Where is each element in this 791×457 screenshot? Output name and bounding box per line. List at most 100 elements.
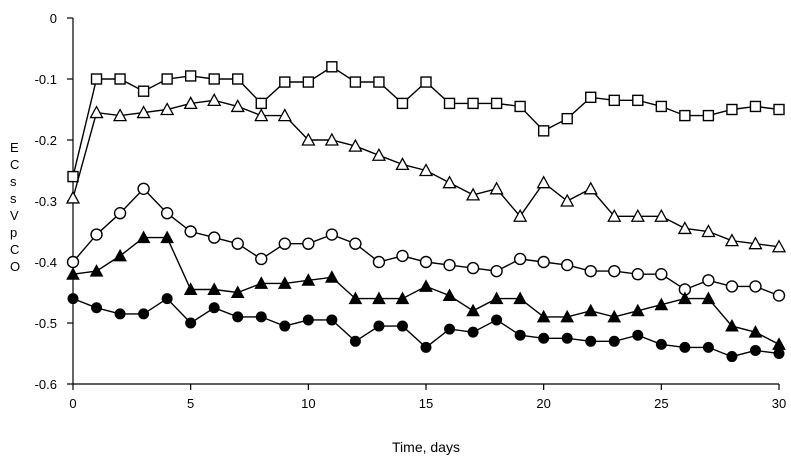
data-point [489, 181, 504, 195]
data-point [160, 230, 174, 244]
data-point [278, 237, 291, 250]
data-point [655, 100, 668, 113]
data-point [465, 187, 481, 201]
data-point [561, 112, 573, 125]
data-point [513, 208, 528, 222]
data-point [325, 228, 339, 241]
data-point [325, 270, 339, 283]
data-point [725, 280, 739, 293]
data-point [301, 132, 316, 146]
data-point [395, 157, 410, 171]
data-point [608, 94, 620, 107]
data-point [608, 264, 621, 278]
data-point [702, 341, 714, 353]
data-point [66, 255, 80, 269]
data-point [607, 309, 622, 323]
data-point [748, 325, 763, 338]
data-point [632, 329, 644, 341]
data-point [537, 255, 550, 269]
data-point [277, 108, 292, 122]
data-point [184, 225, 197, 238]
data-point [678, 291, 692, 305]
data-point [702, 274, 715, 287]
data-point [585, 91, 597, 104]
y-tick-label: -0.5 [35, 316, 57, 331]
data-point [90, 228, 103, 241]
data-point [232, 73, 244, 85]
data-point [114, 73, 126, 85]
data-point [279, 76, 291, 88]
data-point [655, 338, 667, 350]
data-point [183, 96, 198, 110]
y-tick-label: -0.1 [35, 72, 57, 87]
data-point [749, 280, 762, 293]
data-point [514, 100, 526, 113]
data-point [277, 276, 292, 289]
data-point [231, 237, 244, 250]
data-point [490, 264, 503, 278]
data-point [419, 255, 433, 269]
data-point [184, 70, 197, 82]
series-1 [65, 92, 787, 253]
data-point [230, 285, 245, 298]
data-point [585, 335, 597, 347]
data-point [161, 73, 173, 85]
data-point [136, 230, 151, 244]
data-point [583, 303, 598, 317]
data-point [89, 264, 104, 277]
data-point [349, 237, 362, 250]
data-point [160, 206, 174, 220]
data-point [489, 291, 504, 305]
data-point [726, 103, 738, 116]
x-tick-label: 15 [419, 396, 433, 411]
data-point [349, 335, 361, 347]
data-point [654, 297, 669, 311]
data-point [67, 293, 79, 305]
data-point [254, 108, 269, 122]
data-point [348, 138, 363, 152]
data-point [91, 302, 103, 314]
data-point [772, 289, 786, 302]
data-point [724, 233, 740, 247]
data-point [185, 317, 197, 329]
data-point [349, 76, 362, 88]
data-point [679, 109, 691, 122]
data-point [66, 267, 80, 280]
series-0 [67, 61, 785, 183]
x-tick-label: 30 [772, 396, 786, 411]
data-point [655, 268, 668, 281]
data-point [773, 103, 785, 116]
x-tick-label: 5 [187, 396, 194, 411]
data-point [396, 249, 409, 263]
data-point [302, 76, 315, 88]
data-point [702, 109, 715, 122]
data-point [442, 175, 457, 189]
data-point [372, 255, 386, 269]
data-point [561, 332, 573, 344]
data-point [230, 99, 245, 113]
data-point [466, 303, 480, 317]
data-point [348, 291, 363, 305]
data-point [161, 293, 173, 305]
data-point [113, 248, 127, 262]
data-point [279, 320, 291, 332]
data-point [373, 76, 385, 88]
data-point [536, 309, 551, 323]
data-point [701, 291, 716, 305]
data-point [302, 237, 315, 250]
data-point [232, 311, 244, 323]
data-point [514, 329, 526, 341]
data-point [630, 303, 645, 317]
data-point [608, 335, 620, 347]
data-point [444, 323, 456, 335]
data-point [208, 73, 220, 85]
data-point [513, 252, 527, 266]
data-point [491, 314, 503, 326]
data-point [490, 97, 503, 110]
data-point [538, 332, 550, 344]
data-point [677, 221, 692, 235]
data-point [207, 282, 222, 295]
